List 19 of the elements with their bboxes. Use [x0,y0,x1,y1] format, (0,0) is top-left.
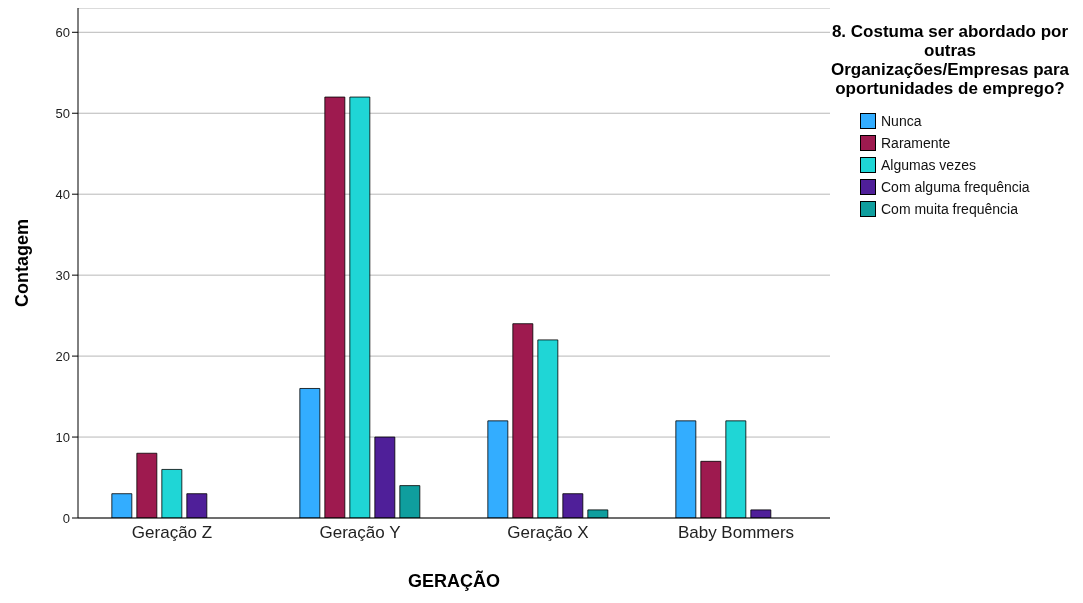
y-tick-label: 10 [55,429,70,445]
x-tick-label: Geração X [507,523,589,543]
legend-label: Com muita frequência [881,201,1018,217]
y-axis-title: Contagem [12,218,33,308]
legend-label: Com alguma frequência [881,179,1030,195]
y-tick-label: 0 [62,510,70,526]
legend-label: Raramente [881,135,951,151]
x-tick-label: Geração Y [319,523,401,543]
x-tick-label: Baby Bommers [677,523,795,543]
y-tick-label: 20 [55,348,70,364]
x-axis-title: GERAÇÃO [407,570,501,591]
x-tick-label: Geração Z [131,523,213,543]
y-tick-label: 50 [55,105,70,121]
y-tick-label: 30 [55,267,70,283]
legend-label: Algumas vezes [881,157,976,173]
y-tick-label: 40 [55,186,70,202]
legend-label: Nunca [881,113,922,129]
y-tick-label: 60 [55,24,70,40]
legend-title: 8. Costuma ser abordado por outras Organizações/Empresas para oportunidades de emprego? [830,22,1070,98]
